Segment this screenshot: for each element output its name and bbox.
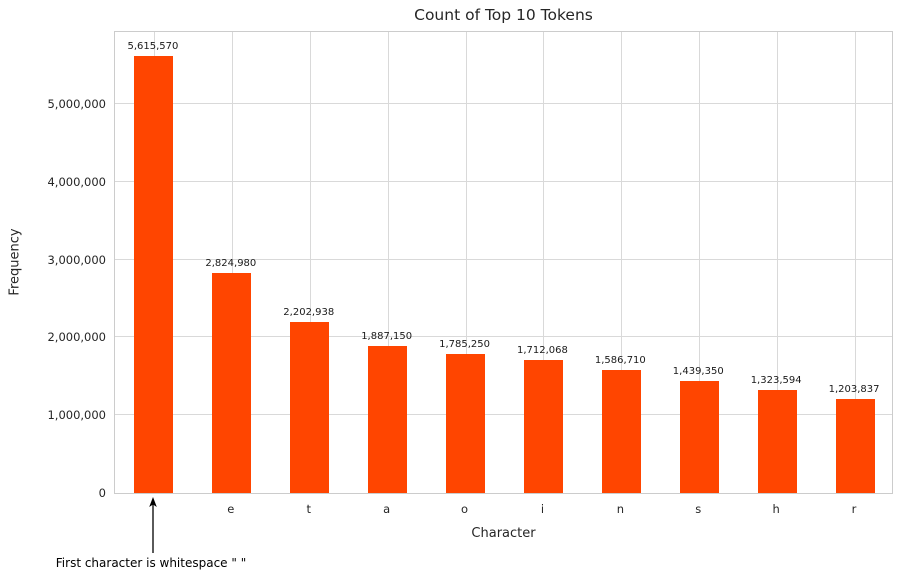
x-tick-label (151, 502, 155, 516)
bar-a (368, 346, 408, 493)
x-gridline (855, 32, 857, 493)
x-tick-label: r (851, 502, 857, 516)
bar-o (446, 354, 485, 493)
x-gridline (543, 32, 545, 493)
bar-value-label: 2,824,980 (205, 258, 257, 270)
bar-s (679, 381, 719, 493)
x-gridline (621, 32, 623, 493)
x-tick-label: a (383, 502, 391, 516)
bar-whitespace (134, 56, 174, 493)
y-tick-label: 0 (98, 486, 106, 500)
bar-value-label: 1,712,068 (516, 344, 568, 356)
x-gridline (309, 32, 311, 493)
x-tick-label: o (461, 502, 469, 516)
x-tick-label: e (227, 502, 235, 516)
chart-title: Count of Top 10 Tokens (414, 6, 593, 24)
x-tick-label: n (616, 502, 624, 516)
bar-value-label: 1,785,250 (439, 339, 490, 351)
bar-e (212, 273, 252, 493)
y-gridline (115, 336, 892, 338)
x-gridline (387, 32, 389, 493)
bar-i (523, 359, 563, 493)
y-tick-label: 3,000,000 (47, 252, 106, 267)
x-gridline (231, 32, 233, 493)
y-tick-label: 1,000,000 (47, 408, 106, 423)
y-gridline (115, 258, 892, 260)
x-tick-label: i (540, 502, 545, 516)
bar-n (601, 369, 641, 493)
bar-value-label: 2,202,938 (283, 306, 335, 318)
y-tick-label: 4,000,000 (47, 174, 106, 189)
x-gridline (465, 32, 467, 493)
bar-value-label: 5,615,570 (127, 41, 179, 53)
bar-t (290, 321, 330, 493)
bar-value-label: 1,586,710 (594, 354, 646, 366)
annotation-text: First character is whitespace " " (55, 556, 247, 570)
y-tick-label: 5,000,000 (47, 96, 106, 111)
x-axis-title: Character (471, 526, 536, 541)
bar-value-label: 1,439,350 (672, 365, 724, 377)
y-tick-label: 2,000,000 (47, 330, 106, 345)
x-tick-label: h (772, 502, 780, 516)
bar-r (835, 399, 875, 493)
y-gridline (115, 180, 892, 182)
bar-value-label: 1,323,594 (750, 375, 802, 386)
bar-h (757, 390, 797, 493)
bar-value-label: 1,203,837 (828, 384, 880, 396)
y-gridline (115, 414, 892, 416)
bar-value-label: 1,887,150 (361, 331, 413, 343)
x-tick-label: s (695, 502, 702, 516)
x-gridline (699, 32, 701, 493)
plot-area (114, 31, 893, 494)
x-gridline (777, 32, 779, 493)
x-tick-label: t (306, 502, 312, 516)
y-gridline (115, 102, 892, 104)
